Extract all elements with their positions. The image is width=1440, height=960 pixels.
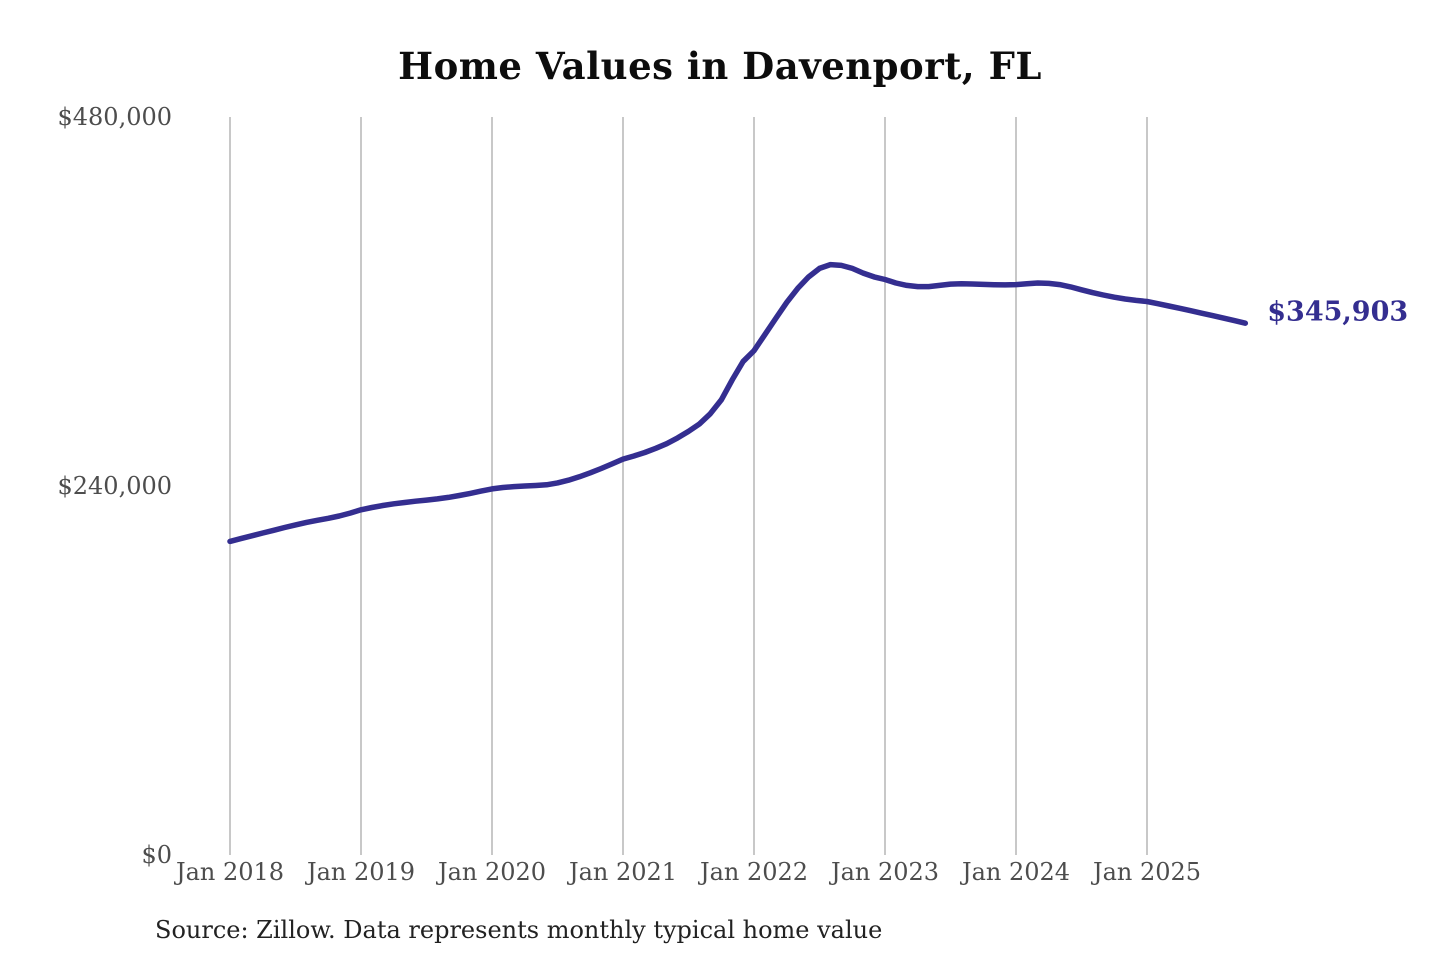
x-tick-jan-2018: Jan 2018 [175, 858, 285, 886]
chart-title: Home Values in Davenport, FL [398, 44, 1042, 88]
source-note: Source: Zillow. Data represents monthly … [155, 916, 883, 944]
vertical-gridlines [229, 117, 1148, 855]
x-tick-jan-2021: Jan 2021 [568, 858, 678, 886]
latest-value-label: $345,903 [1267, 296, 1409, 328]
y-tick-240000: $240,000 [57, 472, 172, 500]
x-tick-jan-2023: Jan 2023 [830, 858, 940, 886]
x-tick-jan-2024: Jan 2024 [961, 858, 1071, 886]
x-tick-jan-2025: Jan 2025 [1092, 858, 1202, 886]
x-tick-jan-2022: Jan 2022 [699, 858, 809, 886]
home-value-line [227, 261, 1249, 545]
y-tick-480000: $480,000 [57, 103, 172, 131]
x-tick-jan-2019: Jan 2019 [306, 858, 416, 886]
x-tick-jan-2020: Jan 2020 [437, 858, 547, 886]
y-tick-0: $0 [141, 841, 172, 869]
